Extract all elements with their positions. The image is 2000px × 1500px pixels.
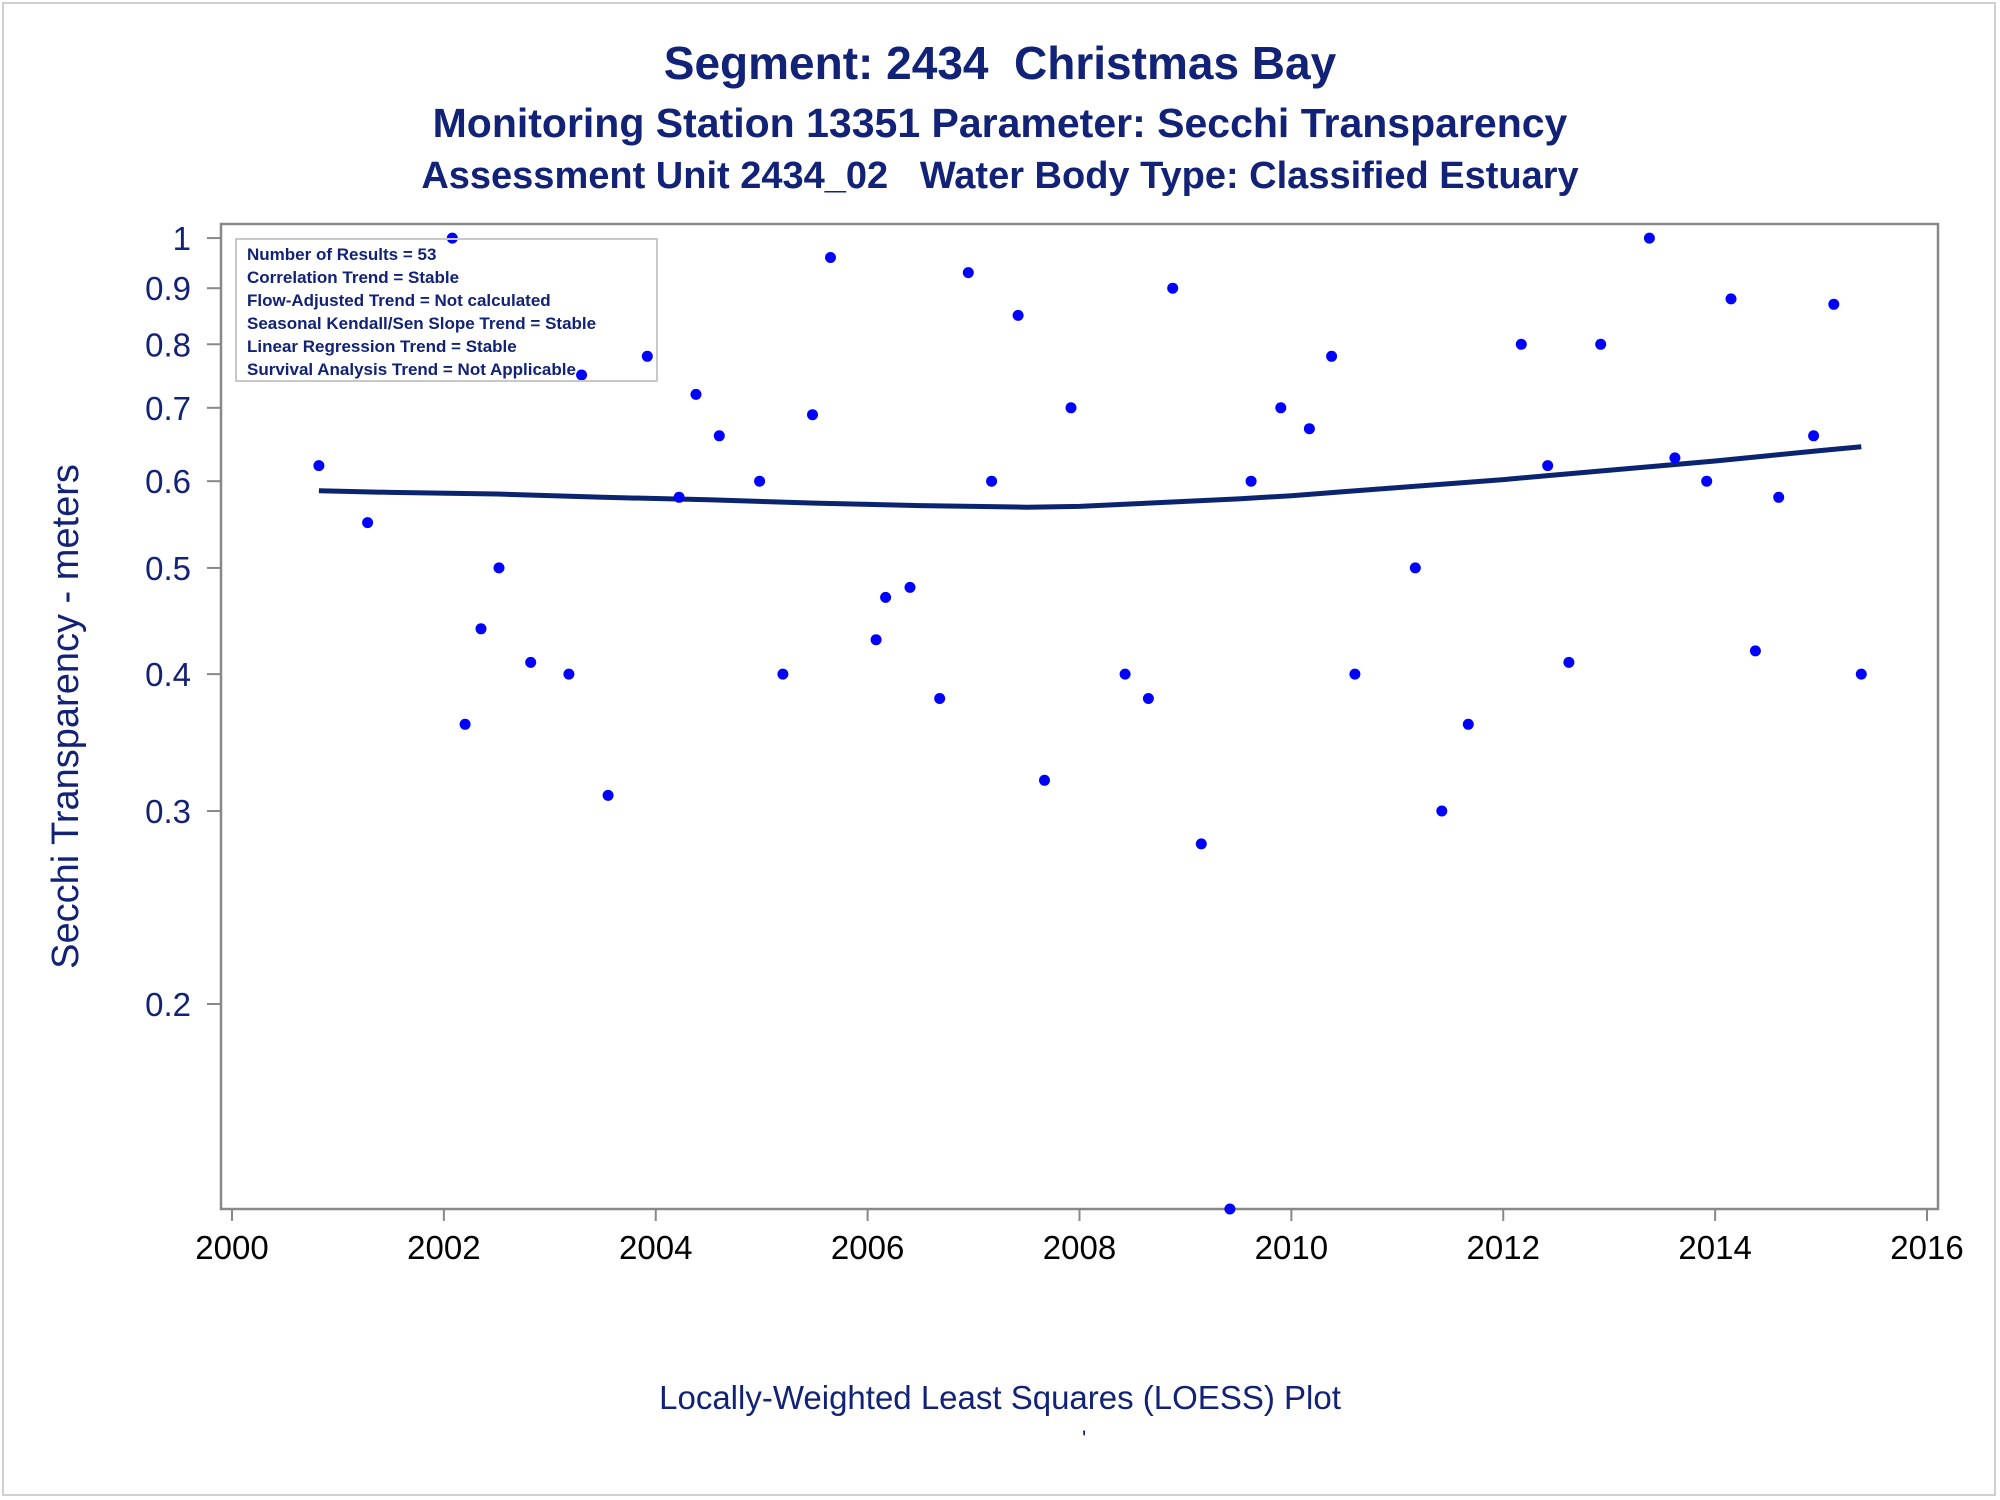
data-point <box>1462 718 1474 730</box>
data-point <box>1808 430 1820 442</box>
x-tick-label: 2004 <box>619 1229 692 1266</box>
chart-subtitle-assessment: Assessment Unit 2434_02 Water Body Type:… <box>421 155 1579 197</box>
data-point <box>1542 460 1554 472</box>
data-point <box>934 693 946 704</box>
x-tick-label: 2002 <box>407 1229 480 1266</box>
data-point <box>1563 656 1575 668</box>
trend-info-line: Correlation Trend = Stable <box>247 268 459 287</box>
chart-title: Segment: 2434 Christmas Bay <box>663 37 1337 89</box>
data-point <box>673 491 685 503</box>
data-point <box>1142 693 1154 704</box>
data-point <box>602 789 614 801</box>
axes: 2000 2002 2004 2006 2008 2010 2012 2014 2016 0.2 0… <box>45 220 1964 1266</box>
data-point <box>563 668 575 680</box>
data-point <box>1349 668 1361 680</box>
chart-subtitle-station: Monitoring Station 13351 Parameter: Secc… <box>432 100 1568 146</box>
loess-curve <box>318 444 1862 510</box>
loess-line <box>318 444 1862 510</box>
data-point <box>1245 475 1257 487</box>
data-point <box>1595 338 1607 350</box>
x-tick-label: 2010 <box>1255 1229 1328 1266</box>
data-point <box>641 350 653 362</box>
data-point <box>754 475 766 487</box>
data-point <box>1855 668 1867 680</box>
data-point <box>1275 402 1287 414</box>
x-tick-label: 2016 <box>1890 1229 1963 1266</box>
trend-info-line: Survival Analysis Trend = Not Applicable <box>247 360 576 379</box>
data-point <box>1326 350 1338 362</box>
y-tick-label: 0.3 <box>145 793 191 830</box>
x-tick-label: 2006 <box>831 1229 904 1266</box>
trend-info-border <box>235 238 658 382</box>
y-tick-label: 0.4 <box>145 656 191 693</box>
data-point <box>870 634 882 646</box>
data-point <box>1065 402 1077 414</box>
data-point <box>1773 491 1785 503</box>
trend-info-box: Number of Results = 53 Correlation Trend … <box>235 238 658 382</box>
data-points <box>313 232 1867 1215</box>
trend-info-line: Number of Results = 53 <box>247 245 436 264</box>
data-point <box>1701 475 1713 487</box>
x-tick-label: 2008 <box>1043 1229 1116 1266</box>
data-point <box>904 581 916 593</box>
data-point <box>986 475 998 487</box>
x-tick-label: 2000 <box>195 1229 268 1266</box>
data-point <box>1669 452 1681 464</box>
y-tick-label: 0.5 <box>145 550 191 587</box>
trend-info-line: Seasonal Kendall/Sen Slope Trend = Stabl… <box>247 314 596 333</box>
x-tick-label: 2012 <box>1467 1229 1540 1266</box>
y-tick-label: 0.7 <box>145 390 191 427</box>
data-point <box>475 623 487 635</box>
data-point <box>962 267 974 279</box>
y-tick-label: 1 <box>173 220 191 257</box>
data-point <box>1012 309 1024 321</box>
chart-footnote: Locally-Weighted Least Squares (LOESS) P… <box>659 1379 1341 1416</box>
data-point <box>1515 338 1527 350</box>
y-tick-label: 0.6 <box>145 463 191 500</box>
data-point <box>1749 645 1761 657</box>
data-point <box>1224 1203 1236 1215</box>
data-point <box>777 668 789 680</box>
data-point <box>880 591 892 603</box>
data-point <box>362 517 374 529</box>
data-point <box>1643 232 1655 244</box>
y-tick-label: 0.9 <box>145 270 191 307</box>
data-point <box>1828 298 1840 310</box>
x-tick-label: 2014 <box>1678 1229 1751 1266</box>
data-point <box>690 388 702 400</box>
data-point <box>1409 562 1421 574</box>
y-axis-label: Secchi Transparency - meters <box>45 464 87 969</box>
data-point <box>576 369 588 381</box>
y-tick-label: 0.8 <box>145 326 191 363</box>
data-point <box>1725 293 1737 305</box>
trend-info-line: Linear Regression Trend = Stable <box>247 337 517 356</box>
data-point <box>1167 282 1179 294</box>
trend-info-line: Flow-Adjusted Trend = Not calculated <box>247 291 551 310</box>
y-tick-label: 0.2 <box>145 986 191 1023</box>
footnote-mark: ' <box>1082 1426 1087 1451</box>
data-point <box>1436 805 1448 817</box>
data-point <box>313 460 325 472</box>
data-point <box>459 718 471 730</box>
data-point <box>493 562 505 574</box>
data-point <box>1195 838 1207 850</box>
data-point <box>825 252 836 263</box>
data-point <box>525 656 537 668</box>
data-point <box>1119 668 1131 680</box>
data-point <box>1303 423 1315 435</box>
data-point <box>713 430 725 442</box>
data-point <box>807 409 818 421</box>
data-point <box>1039 774 1050 786</box>
